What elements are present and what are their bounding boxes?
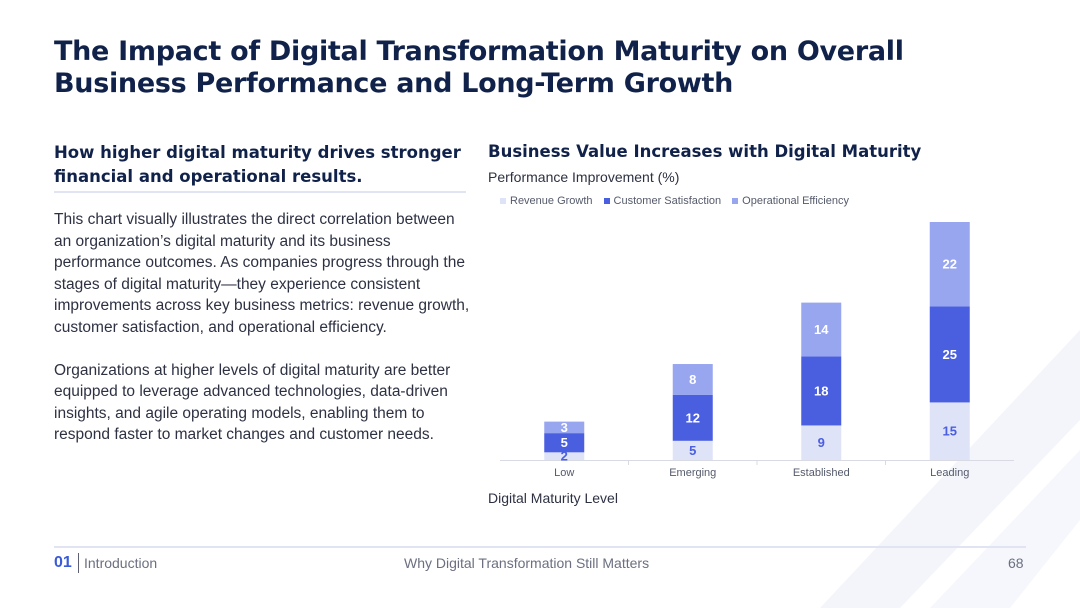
data-label-satisfaction-established: 18 xyxy=(814,383,828,398)
x-tick-label-leading: Leading xyxy=(930,467,969,479)
bar-satisfaction-established xyxy=(801,356,842,426)
body-text: This chart visually illustrates the dire… xyxy=(54,209,474,467)
data-label-efficiency-low: 3 xyxy=(561,420,568,435)
bar-revenue-leading xyxy=(929,402,970,460)
bar-satisfaction-leading xyxy=(929,306,970,403)
data-label-efficiency-emerging: 8 xyxy=(689,372,696,387)
bar-efficiency-emerging xyxy=(672,364,713,395)
slide-title: The Impact of Digital Transformation Mat… xyxy=(54,36,904,99)
legend-label-revenue: Revenue Growth xyxy=(510,195,593,207)
footer-separator xyxy=(78,553,79,573)
chart-legend: Revenue Growth Customer Satisfaction Ope… xyxy=(500,195,849,207)
bar-revenue-emerging xyxy=(672,440,713,460)
chart-title: Business Value Increases with Digital Ma… xyxy=(488,142,922,161)
data-label-efficiency-established: 14 xyxy=(814,322,829,337)
data-label-revenue-established: 9 xyxy=(818,435,825,450)
data-label-satisfaction-emerging: 12 xyxy=(686,410,700,425)
data-label-satisfaction-low: 5 xyxy=(561,435,568,450)
data-label-revenue-leading: 15 xyxy=(943,424,957,439)
footer-section-number: 01 xyxy=(54,554,72,571)
chart-y-axis-label: Performance Improvement (%) xyxy=(488,169,680,185)
bar-satisfaction-low xyxy=(544,433,585,453)
bar-efficiency-low xyxy=(544,421,585,434)
footer-page-number: 68 xyxy=(1008,555,1024,571)
legend-swatch-efficiency xyxy=(732,198,739,204)
data-label-satisfaction-leading: 25 xyxy=(943,347,957,362)
legend-item-revenue: Revenue Growth xyxy=(500,195,593,207)
bar-revenue-low xyxy=(544,452,585,460)
section-subheading: How higher digital maturity drives stron… xyxy=(54,143,461,186)
x-tick-label-established: Established xyxy=(793,467,850,479)
legend-swatch-revenue xyxy=(500,198,506,204)
footer-section-name: Introduction xyxy=(84,555,158,571)
data-label-revenue-low: 2 xyxy=(561,449,568,464)
legend-item-efficiency: Operational Efficiency xyxy=(732,195,849,207)
bar-efficiency-established xyxy=(801,302,842,357)
data-label-efficiency-leading: 22 xyxy=(943,257,957,272)
legend-swatch-satisfaction xyxy=(603,198,610,204)
legend-label-efficiency: Operational Efficiency xyxy=(742,195,849,207)
bar-revenue-established xyxy=(801,425,842,460)
x-tick-label-low: Low xyxy=(554,467,574,479)
footer-presentation-title: Why Digital Transformation Still Matters xyxy=(404,555,650,571)
paragraph-1: This chart visually illustrates the dire… xyxy=(54,211,470,336)
x-tick-label-emerging: Emerging xyxy=(669,467,716,479)
paragraph-2: Organizations at higher levels of digita… xyxy=(54,361,451,444)
bar-satisfaction-emerging xyxy=(672,394,713,441)
legend-label-satisfaction: Customer Satisfaction xyxy=(613,195,722,207)
data-label-revenue-emerging: 5 xyxy=(689,443,696,458)
legend-item-satisfaction: Customer Satisfaction xyxy=(603,195,722,207)
bar-efficiency-leading xyxy=(929,222,970,307)
subheading-divider xyxy=(54,191,466,193)
footer-divider xyxy=(54,546,1026,548)
chart-x-axis-label: Digital Maturity Level xyxy=(488,490,618,506)
